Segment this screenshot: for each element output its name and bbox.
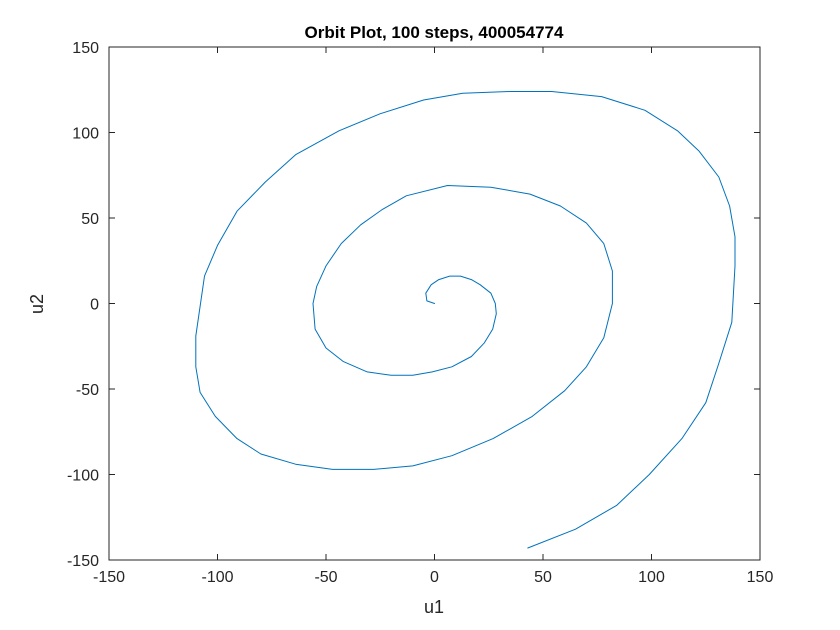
y-tick-label: -150 bbox=[67, 553, 99, 570]
y-axis-ticks bbox=[109, 46, 760, 561]
x-axis-label: u1 bbox=[424, 597, 444, 617]
x-tick-label: 50 bbox=[534, 569, 552, 586]
y-tick-label: 100 bbox=[72, 126, 99, 143]
y-tick-label: 0 bbox=[90, 297, 99, 314]
chart-title: Orbit Plot, 100 steps, 400054774 bbox=[305, 23, 564, 42]
x-tick-label: 100 bbox=[638, 569, 665, 586]
orbit-series-line bbox=[195, 91, 736, 549]
y-tick-label: 150 bbox=[72, 40, 99, 57]
x-tick-label: 150 bbox=[747, 569, 774, 586]
y-tick-label: -50 bbox=[76, 382, 99, 399]
x-tick-label: 0 bbox=[430, 569, 439, 586]
x-axis-ticks bbox=[108, 47, 761, 560]
y-axis-label: u2 bbox=[27, 294, 47, 314]
y-tick-label: 50 bbox=[81, 211, 99, 228]
x-tick-label: -50 bbox=[314, 569, 337, 586]
x-tick-label: -100 bbox=[201, 569, 233, 586]
x-tick-label: -150 bbox=[93, 569, 125, 586]
y-tick-label: -100 bbox=[67, 468, 99, 485]
x-axis-tick-labels: -150 -100 -50 0 50 100 150 bbox=[93, 569, 773, 586]
y-axis-tick-labels: -150 -100 -50 0 50 100 150 bbox=[67, 40, 99, 570]
